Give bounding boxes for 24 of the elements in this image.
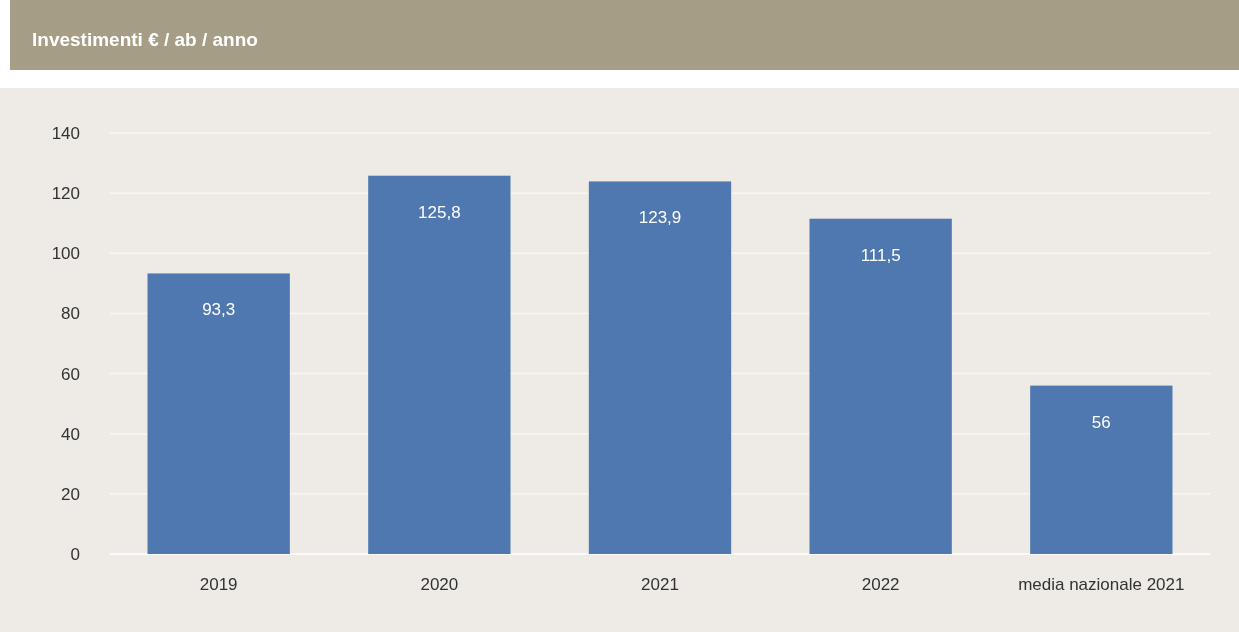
data-label: 111,5: [860, 245, 901, 265]
y-tick-label: 140: [51, 124, 80, 143]
y-tick-label: 60: [61, 364, 80, 384]
x-tick-label: media nazionale 2021: [1018, 575, 1185, 594]
data-label: 123,9: [638, 208, 682, 228]
bar: [368, 175, 511, 554]
y-tick-label: 0: [70, 545, 80, 564]
x-tick-label: 2021: [641, 575, 679, 594]
x-tick-label: 2022: [861, 575, 900, 594]
data-label: 93,3: [202, 300, 236, 320]
y-tick-label: 120: [51, 184, 80, 204]
y-tick-label: 40: [61, 424, 80, 444]
bar: [1030, 385, 1173, 554]
bar: [588, 181, 732, 554]
data-label: 125,8: [418, 202, 461, 222]
y-tick-label: 80: [61, 304, 80, 324]
x-tick-label: 2020: [420, 575, 459, 594]
chart-title: Investimenti € / ab / anno: [32, 29, 258, 50]
bar: [809, 218, 952, 554]
y-tick-label: 100: [51, 244, 80, 264]
y-tick-label: 20: [61, 484, 80, 504]
x-tick-label: 2019: [199, 575, 238, 594]
bar: [147, 273, 290, 554]
data-label: 56: [1091, 412, 1111, 432]
